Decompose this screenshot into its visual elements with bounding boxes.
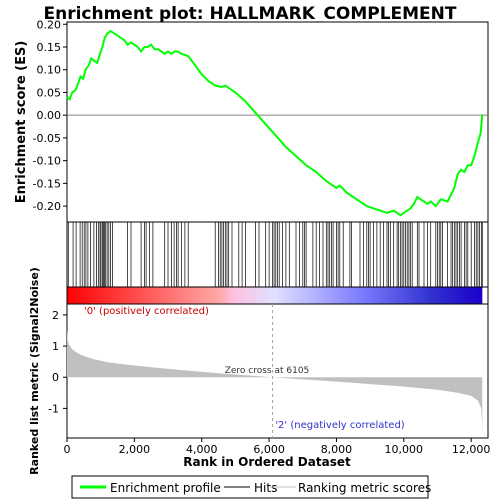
hits-panel bbox=[66, 221, 489, 288]
zero-cross-label: Zero cross at 6105 bbox=[225, 366, 310, 376]
x-tick-label: 12,000 bbox=[452, 443, 491, 456]
x-axis: 0 2,000 4,000 6,000 8,000 10,000 12,000 Rank i… bbox=[64, 438, 491, 469]
metric-y-tick-label: 2 bbox=[52, 309, 59, 322]
es-y-tick-label: -0.20 bbox=[33, 200, 61, 213]
es-y-tick-label: 0.20 bbox=[37, 18, 62, 31]
es-y-tick-label: -0.05 bbox=[33, 132, 61, 145]
legend-hits-label: Hits bbox=[254, 481, 277, 495]
x-ticks: 0 2,000 4,000 6,000 8,000 10,000 12,000 bbox=[64, 438, 491, 456]
metric-y-tick-label: 1 bbox=[52, 340, 59, 353]
metric-panel: 2 1 0 -1 '0' (positively correlated) Zero c… bbox=[28, 267, 489, 475]
es-y-tick-label: -0.10 bbox=[33, 155, 61, 168]
metric-y-ticks: 2 1 0 -1 bbox=[48, 309, 67, 415]
es-y-tick-label: -0.15 bbox=[33, 177, 61, 190]
legend: Enrichment profile Hits Ranking metric s… bbox=[71, 475, 431, 499]
x-axis-label: Rank in Ordered Dataset bbox=[183, 455, 351, 469]
x-tick-label: 4,000 bbox=[186, 443, 218, 456]
metric-y-axis-label: Ranked list metric (Signal2Noise) bbox=[28, 267, 41, 475]
es-panel-frame bbox=[66, 21, 489, 223]
ranking-metric-area bbox=[67, 328, 483, 431]
es-y-tick-label: 0.05 bbox=[37, 86, 62, 99]
metric-y-tick-label: -1 bbox=[48, 402, 59, 415]
chart-title: Enrichment plot: HALLMARK_COMPLEMENT bbox=[43, 4, 456, 24]
es-panel: 0.20 0.15 0.10 0.05 0.00 -0.05 -0.10 -0.15 -0.20… bbox=[14, 18, 489, 223]
x-tick-label: 10,000 bbox=[385, 443, 424, 456]
positive-correlation-label: '0' (positively correlated) bbox=[84, 306, 209, 317]
metric-y-tick-label: 0 bbox=[52, 371, 59, 384]
es-y-tick-label: 0.15 bbox=[37, 41, 62, 54]
enrichment-profile-line bbox=[66, 29, 484, 217]
es-y-axis-label: Enrichment score (ES) bbox=[14, 41, 29, 204]
x-tick-label: 0 bbox=[64, 443, 71, 456]
es-y-tick-label: 0.10 bbox=[37, 64, 62, 77]
x-tick-label: 2,000 bbox=[119, 443, 151, 456]
legend-metric-label: Ranking metric scores bbox=[298, 481, 431, 495]
es-y-tick-label: 0.00 bbox=[37, 109, 62, 122]
hit-lines bbox=[67, 222, 483, 287]
negative-correlation-label: '2' (negatively correlated) bbox=[275, 420, 404, 431]
legend-enrichment-label: Enrichment profile bbox=[110, 481, 221, 495]
rank-gradient-bar bbox=[67, 287, 483, 304]
es-y-ticks: 0.20 0.15 0.10 0.05 0.00 -0.05 -0.10 -0.15 -0.20 bbox=[33, 18, 67, 213]
x-tick-label: 6,000 bbox=[253, 443, 285, 456]
x-tick-label: 8,000 bbox=[321, 443, 353, 456]
